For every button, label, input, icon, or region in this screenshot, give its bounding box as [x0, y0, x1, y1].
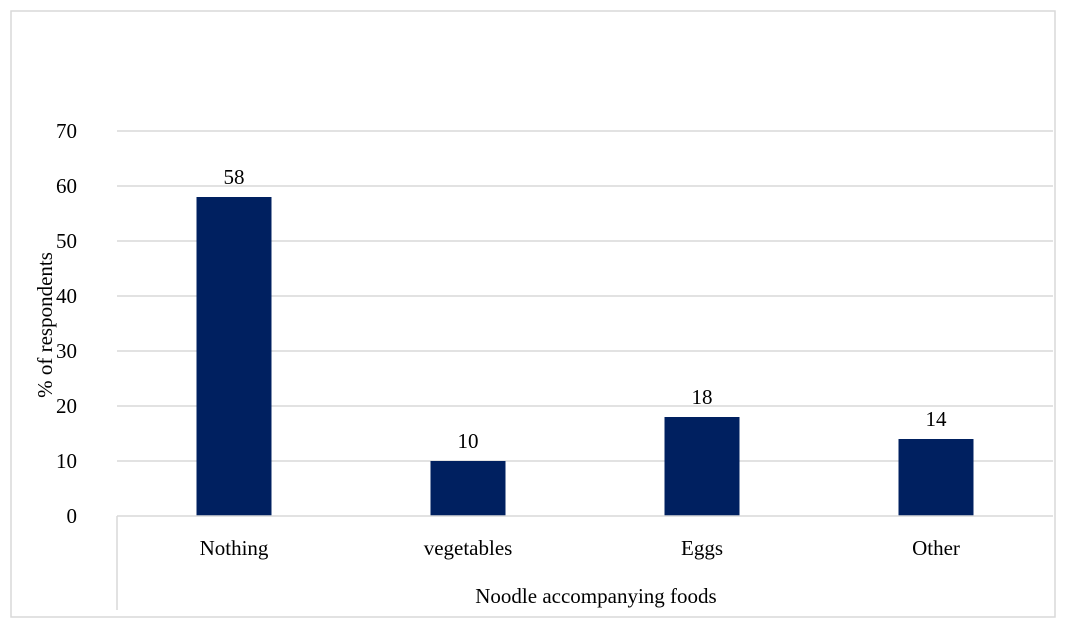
y-tick-label: 30 — [56, 339, 77, 363]
data-labels: 58 10 18 14 — [224, 165, 948, 453]
y-tick-label: 10 — [56, 449, 77, 473]
gridlines — [117, 130, 1053, 462]
bar-vegetables — [430, 461, 506, 516]
y-tick-label: 60 — [56, 174, 77, 198]
data-label: 18 — [692, 385, 713, 409]
x-axis-title: Noodle accompanying foods — [475, 584, 716, 608]
y-axis-ticks: 0 10 20 30 40 50 60 70 — [56, 119, 77, 528]
chart-border — [10, 10, 1056, 618]
y-tick-label: 70 — [56, 119, 77, 143]
x-tick-label: Other — [912, 536, 960, 560]
y-tick-label: 20 — [56, 394, 77, 418]
x-tick-label: Nothing — [200, 536, 269, 560]
y-tick-label: 40 — [56, 284, 77, 308]
bar-eggs — [664, 417, 740, 516]
y-tick-label: 0 — [67, 504, 78, 528]
data-label: 58 — [224, 165, 245, 189]
bar-other — [898, 439, 974, 516]
data-label: 10 — [458, 429, 479, 453]
x-tick-label: Eggs — [681, 536, 723, 560]
bars — [196, 197, 974, 516]
y-axis-title: % of respondents — [33, 252, 57, 398]
data-label: 14 — [926, 407, 948, 431]
y-tick-label: 50 — [56, 229, 77, 253]
x-tick-label: vegetables — [424, 536, 513, 560]
bar-nothing — [196, 197, 272, 516]
x-axis-ticks: Nothing vegetables Eggs Other — [200, 536, 960, 560]
